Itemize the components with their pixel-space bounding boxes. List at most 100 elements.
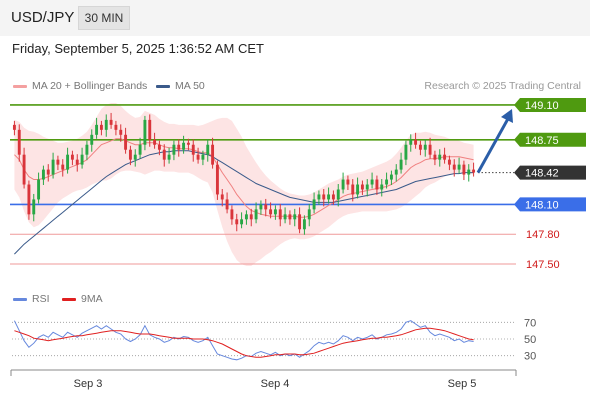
candle-body	[365, 184, 369, 190]
candle-body	[157, 144, 161, 150]
candle-body	[201, 154, 205, 160]
candle-body	[12, 124, 16, 130]
copyright-label: Research © 2025 Trading Central	[424, 80, 581, 92]
candle-body	[254, 209, 258, 220]
candle-body	[336, 189, 340, 200]
candle-body	[307, 209, 311, 220]
legend-item-ma50: MA 50	[156, 80, 205, 92]
candle-body	[312, 199, 316, 210]
candle-body	[433, 154, 437, 160]
rsi-swatch	[13, 297, 27, 301]
candle-body	[215, 164, 219, 195]
rsi-level-label-50: 50	[524, 334, 536, 346]
candle-body	[283, 214, 287, 220]
candle-body	[104, 119, 108, 130]
candle-body	[346, 179, 350, 185]
candle-body	[220, 194, 224, 200]
candle-body	[162, 149, 166, 160]
candle-body	[109, 119, 113, 125]
candle-body	[114, 124, 118, 130]
ma20-swatch	[13, 84, 27, 88]
candle-body	[443, 154, 447, 160]
candle-body	[177, 144, 181, 150]
resistance-tag-148.75	[514, 132, 586, 147]
candle-body	[428, 144, 432, 155]
candle-body	[404, 144, 408, 160]
candle-body	[389, 174, 393, 180]
ma50-line	[14, 150, 474, 255]
candle-body	[66, 154, 70, 170]
legend-label-9ma: 9MA	[81, 293, 103, 305]
support-label-148.10: 148.10	[525, 199, 559, 211]
resistance-label-149.10: 149.10	[525, 100, 559, 112]
candle-body	[452, 164, 456, 170]
rsi-level-label-30: 30	[524, 351, 536, 363]
candle-body	[317, 194, 321, 200]
legend-item-ma20: MA 20 + Bollinger Bands	[13, 80, 147, 92]
support-tag-148.10	[514, 197, 586, 212]
9ma-swatch	[62, 297, 76, 301]
candle-body	[32, 199, 36, 215]
candle-body	[462, 164, 466, 175]
candle-body	[17, 129, 21, 155]
candle-body	[394, 169, 398, 175]
ma20-line	[14, 138, 474, 218]
candle-body	[119, 129, 123, 135]
symbol-label: USD/JPY	[11, 9, 75, 26]
candle-body	[447, 159, 451, 165]
candle-body	[37, 179, 41, 200]
datetime-label: Friday, September 5, 2025 1:36:52 AM CET	[12, 41, 264, 56]
candle-body	[61, 164, 65, 170]
candle-body	[351, 184, 355, 195]
candle-body	[269, 209, 273, 215]
candle-body	[331, 194, 335, 200]
candle-body	[414, 139, 418, 145]
candle-body	[298, 214, 302, 230]
candle-body	[375, 179, 379, 190]
x-tick-label: Sep 4	[261, 378, 290, 390]
candle-body	[240, 219, 244, 225]
projection-arrow-shaft	[476, 116, 511, 174]
rsi-ma-line	[14, 327, 474, 358]
candle-body	[51, 159, 55, 175]
candle-body	[293, 214, 297, 220]
candle-body	[196, 154, 200, 160]
candle-body	[249, 214, 253, 220]
current-price-label: 148.42	[525, 168, 559, 180]
x-tick-label: Sep 3	[74, 378, 103, 390]
candle-body	[56, 159, 60, 165]
candle-body	[80, 154, 84, 165]
candle-body	[399, 159, 403, 170]
candle-body	[385, 179, 389, 185]
current-price-tag	[514, 165, 586, 180]
candle-body	[438, 154, 442, 160]
candle-body	[302, 219, 306, 230]
candle-body	[230, 209, 234, 220]
candle-body	[467, 169, 471, 175]
candle-body	[186, 142, 190, 145]
top-bar: USD/JPY 30 MIN	[0, 0, 590, 36]
candle-body	[211, 144, 215, 165]
legend-label-ma50: MA 50	[175, 80, 205, 92]
legend-item-rsi: RSI	[13, 293, 50, 305]
candle-body	[99, 124, 103, 130]
candle-body	[418, 144, 422, 150]
resistance-label-148.75: 148.75	[525, 135, 559, 147]
candle-body	[167, 154, 171, 160]
candle-body	[244, 214, 248, 220]
resistance-tag-149.10	[514, 97, 586, 112]
candle-body	[75, 159, 79, 165]
timeframe-button[interactable]: 30 MIN	[78, 6, 130, 30]
candle-body	[191, 144, 195, 155]
candle-body	[41, 169, 45, 180]
candle-body	[264, 204, 268, 210]
candle-body	[278, 209, 282, 220]
rsi-line	[13, 320, 474, 361]
candle-body	[259, 204, 263, 210]
support-label-147.80: 147.80	[526, 229, 560, 241]
candle-body	[85, 144, 89, 155]
candle-body	[27, 184, 31, 215]
candle-body	[46, 169, 50, 175]
candle-body	[273, 209, 277, 215]
